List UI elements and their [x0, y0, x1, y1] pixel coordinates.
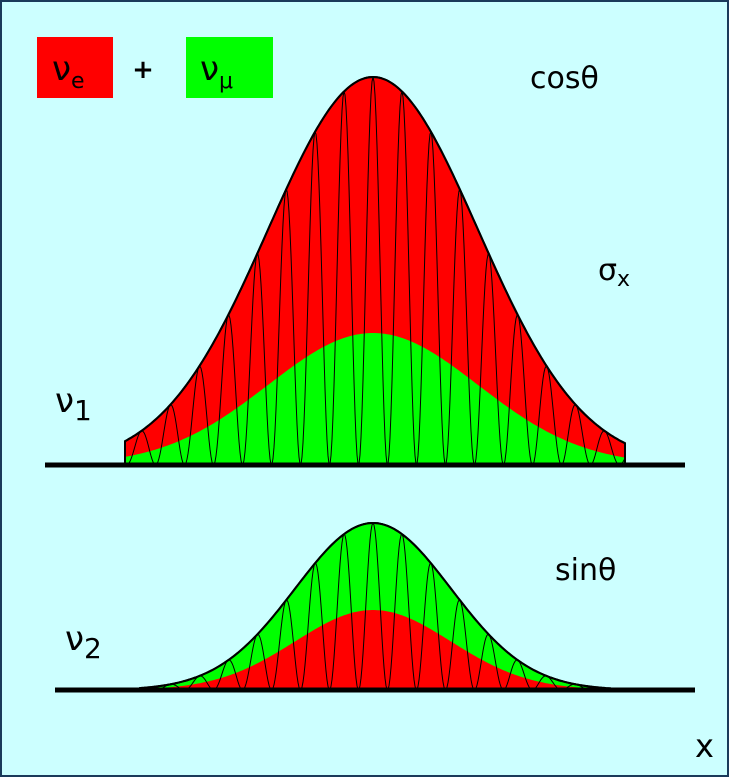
symbol: ν [52, 49, 71, 89]
symbol: ν [55, 381, 74, 421]
legend-green-box [186, 37, 273, 98]
symbol: σ [598, 253, 617, 288]
legend-item: νe [52, 49, 85, 94]
legend-operator: + [132, 55, 154, 85]
symbol: ν [65, 619, 84, 659]
inner-envelope [140, 610, 610, 690]
legend-item: νμ [200, 49, 233, 94]
mixing-label: cosθ [530, 61, 599, 96]
subscript: x [617, 267, 630, 292]
wave-packets [45, 75, 695, 693]
legend-red-box [37, 37, 113, 98]
subscript: e [71, 69, 85, 94]
oscillation [124, 76, 626, 466]
subscript: 2 [84, 632, 102, 665]
state-label: ν2 [65, 619, 102, 665]
subscript: μ [219, 69, 233, 94]
mixing-label: sinθ [555, 553, 616, 588]
outer-outline [139, 522, 611, 691]
state-label: ν1 [55, 381, 92, 427]
axis-label: x [695, 727, 714, 765]
outer-outline [124, 75, 626, 466]
symbol: ν [200, 49, 219, 89]
subscript: 1 [74, 394, 92, 427]
width-label: σx [598, 253, 630, 292]
